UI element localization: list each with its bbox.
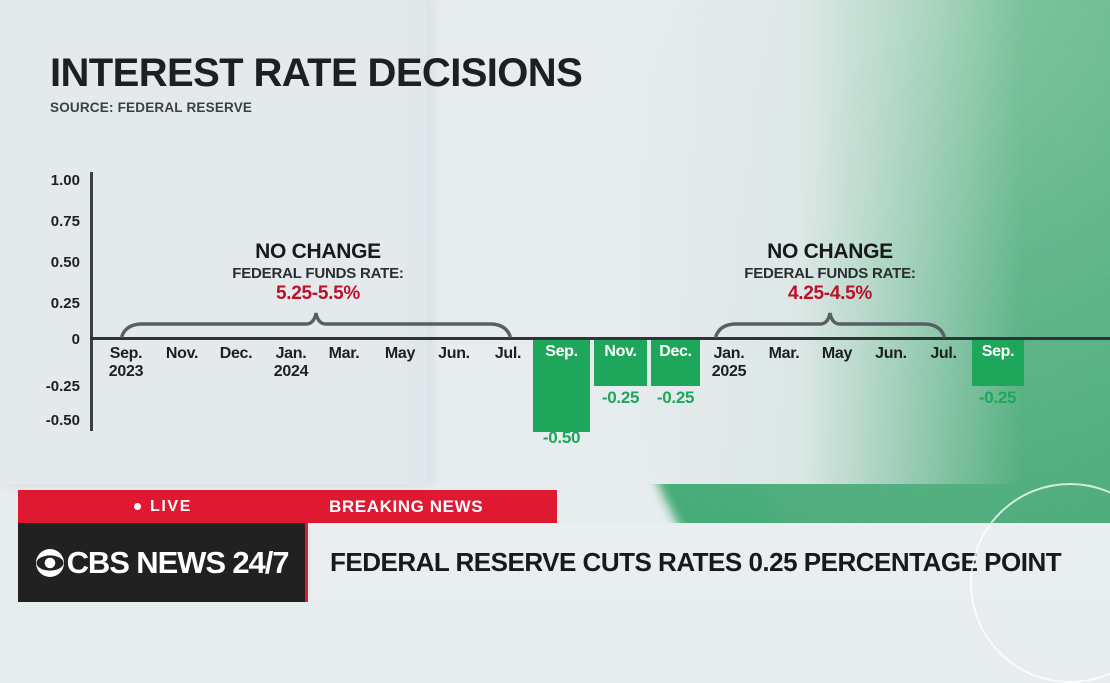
annotation-1-rate: 5.25-5.5% xyxy=(276,283,360,304)
x-tick-13: May xyxy=(808,345,866,363)
network-logo-text: CBS NEWS 24/7 xyxy=(35,545,289,581)
x-tick-4: Mar. xyxy=(314,345,374,363)
y-tick-4: 0.25 xyxy=(50,295,80,312)
x-tick-0-month: Sep. xyxy=(109,345,143,362)
bar-sep-2025-label: Sep. xyxy=(981,343,1015,360)
bar-dec-2024-label: Dec. xyxy=(659,343,692,360)
chart-header: INTEREST RATE DECISIONS SOURCE: FEDERAL … xyxy=(50,51,583,115)
x-tick-11-year: 2025 xyxy=(711,363,747,381)
bar-nov-2024: Nov. xyxy=(594,340,647,386)
x-tick-6-month: Jun. xyxy=(438,345,470,362)
x-tick-2: Dec. xyxy=(206,345,266,363)
y-axis-line xyxy=(90,172,93,431)
x-tick-14: Jun. xyxy=(862,345,920,363)
x-tick-7: Jul. xyxy=(480,345,536,363)
annotation-2-line1: NO CHANGE xyxy=(767,240,893,263)
no-change-brace-2 xyxy=(714,312,946,338)
x-tick-11-month: Jan. xyxy=(713,345,745,362)
x-tick-11: Jan. 2025 xyxy=(700,345,758,382)
annotation-1-line2: FEDERAL FUNDS RATE: xyxy=(232,265,404,282)
y-tick-3: 0.50 xyxy=(50,254,80,271)
y-axis-labels: 1.00 0.75 0.50 0.25 0 -0.25 -0.50 xyxy=(24,0,80,484)
x-tick-5-month: May xyxy=(384,345,416,362)
network-logo-box: CBS NEWS 24/7 xyxy=(18,523,308,602)
bar-sep-2024-value: -0.50 xyxy=(542,428,581,447)
bar-chart: 1.00 0.75 0.50 0.25 0 -0.25 -0.50 NO CHA… xyxy=(24,0,1110,484)
x-tick-5: May xyxy=(370,345,430,363)
x-tick-2-month: Dec. xyxy=(219,345,253,362)
annotation-1-line1: NO CHANGE xyxy=(255,240,381,263)
bar-nov-2024-value: -0.25 xyxy=(601,388,640,407)
breaking-news-banner: BREAKING NEWS xyxy=(308,490,557,523)
x-tick-4-month: Mar. xyxy=(328,345,360,362)
no-change-brace-1 xyxy=(120,312,512,338)
y-tick-7: -0.50 xyxy=(45,412,80,429)
annotation-2-rate: 4.25-4.5% xyxy=(788,283,872,304)
x-tick-0: Sep. 2023 xyxy=(96,345,156,382)
live-badge: LIVE xyxy=(18,490,308,523)
live-dot-icon xyxy=(134,503,142,510)
x-tick-7-month: Jul. xyxy=(494,345,522,362)
x-tick-1-month: Nov. xyxy=(165,345,199,362)
breaking-news-label: BREAKING NEWS xyxy=(329,496,484,516)
y-tick-6: -0.25 xyxy=(45,378,80,395)
x-tick-12-month: Mar. xyxy=(768,345,800,362)
live-label: LIVE xyxy=(150,497,192,515)
page-title: INTEREST RATE DECISIONS xyxy=(50,51,583,95)
x-tick-3: Jan. 2024 xyxy=(261,345,321,382)
bar-sep-2025: Sep. xyxy=(972,340,1024,386)
left-panel xyxy=(0,0,428,484)
network-name: CBS NEWS 24/7 xyxy=(66,544,290,580)
x-tick-3-month: Jan. xyxy=(275,345,307,362)
annotation-no-change-2: NO CHANGE FEDERAL FUNDS RATE: 4.25-4.5% xyxy=(710,240,950,305)
x-tick-15: Jul. xyxy=(916,345,971,363)
live-badge-text: LIVE xyxy=(134,498,192,516)
bar-sep-2024-label: Sep. xyxy=(545,343,578,360)
cbs-eye-icon xyxy=(35,548,64,577)
x-tick-13-month: May xyxy=(821,345,853,362)
bar-nov-2024-label: Nov. xyxy=(604,343,637,360)
bar-sep-2024: Sep. xyxy=(533,340,590,432)
x-tick-3-year: 2024 xyxy=(273,363,309,381)
headline-box: FEDERAL RESERVE CUTS RATES 0.25 PERCENTA… xyxy=(311,483,1110,683)
y-tick-2: 0.75 xyxy=(50,213,80,230)
annotation-2-line2: FEDERAL FUNDS RATE: xyxy=(744,265,916,282)
annotation-no-change-1: NO CHANGE FEDERAL FUNDS RATE: 5.25-5.5% xyxy=(198,240,438,305)
x-tick-6: Jun. xyxy=(424,345,484,363)
x-tick-15-month: Jul. xyxy=(930,345,957,362)
chart-source-label: SOURCE: FEDERAL RESERVE xyxy=(50,100,253,115)
y-tick-5: 0 xyxy=(71,331,80,348)
bar-sep-2025-value: -0.25 xyxy=(978,388,1017,407)
bar-dec-2024-value: -0.25 xyxy=(656,388,695,407)
bar-dec-2024: Dec. xyxy=(651,340,700,386)
news-lower-third: LIVE BREAKING NEWS CBS NEWS 24/7 FEDERAL… xyxy=(0,483,1110,683)
x-axis-baseline xyxy=(90,337,1110,340)
x-tick-1: Nov. xyxy=(152,345,212,363)
x-tick-14-month: Jun. xyxy=(875,345,907,362)
headline-text: FEDERAL RESERVE CUTS RATES 0.25 PERCENTA… xyxy=(330,547,1062,577)
x-tick-12: Mar. xyxy=(755,345,813,363)
x-tick-0-year: 2023 xyxy=(108,363,144,381)
decorative-arc xyxy=(970,483,1110,683)
y-tick-1: 1.00 xyxy=(50,172,80,189)
